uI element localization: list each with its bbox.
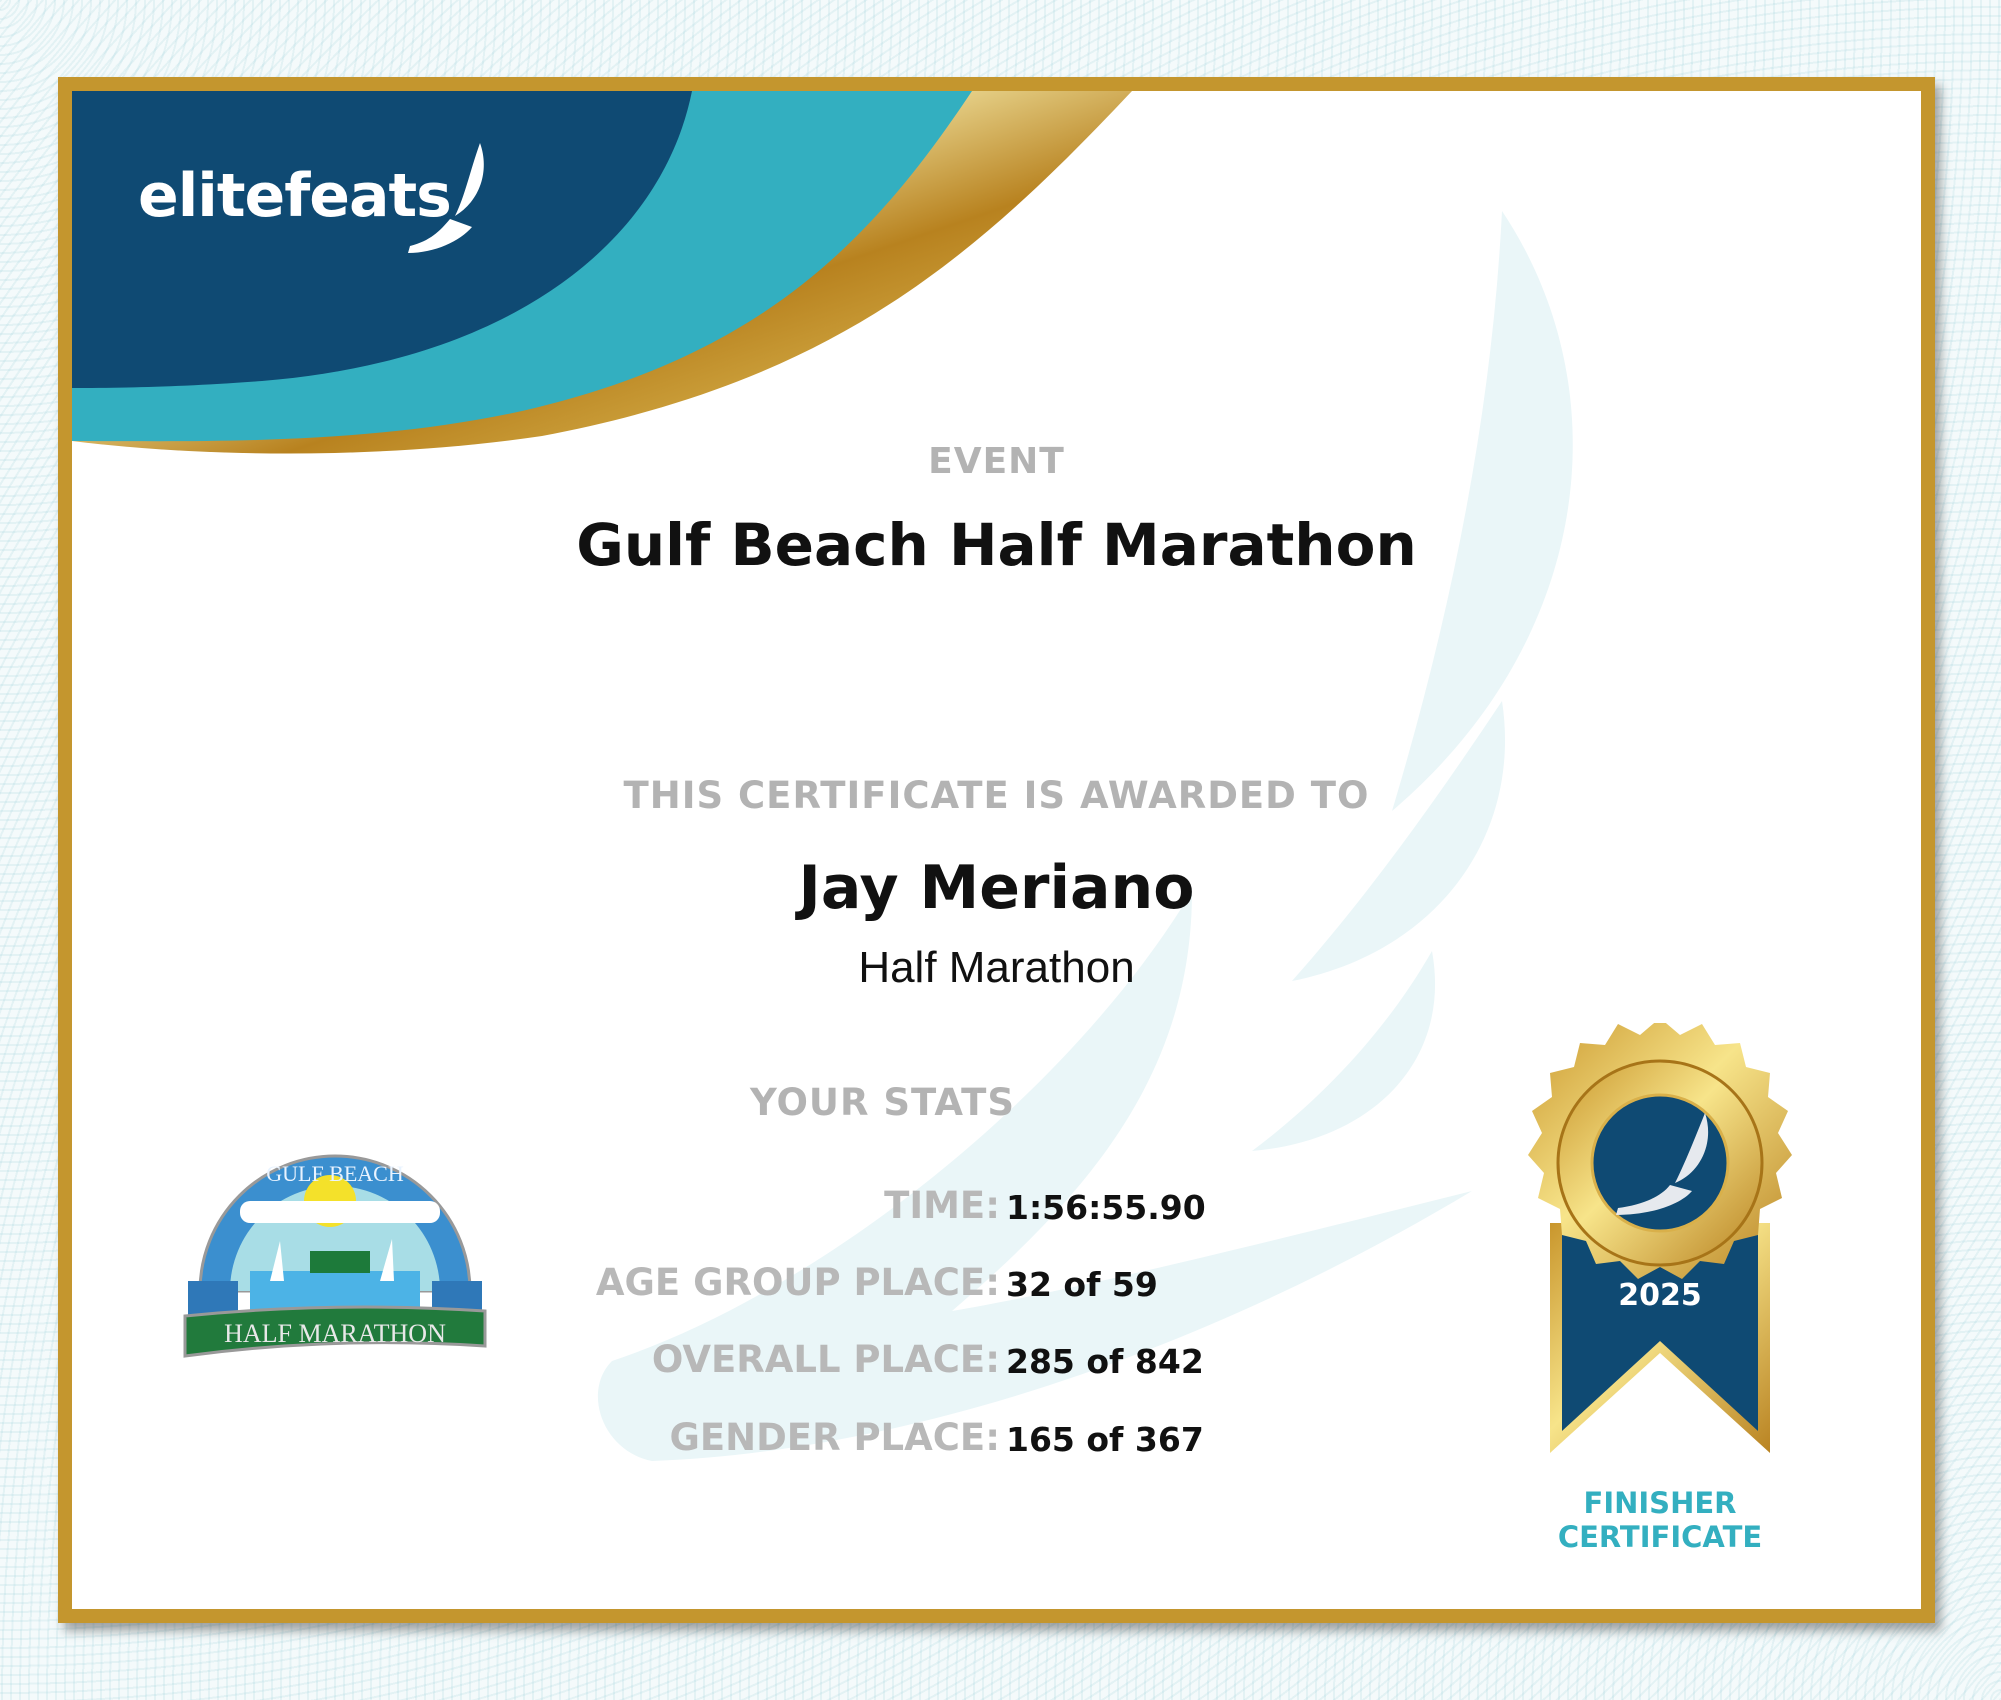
event-name: Gulf Beach Half Marathon — [576, 511, 1417, 579]
winged-foot-watermark — [597, 211, 1573, 1461]
stat-row-age-group: AGE GROUP PLACE: 32 of 59 — [595, 1261, 1158, 1304]
recipient-name: Jay Meriano — [798, 853, 1195, 923]
finisher-caption: FINISHER CERTIFICATE — [1510, 1486, 1810, 1554]
stats-label: YOUR STATS — [750, 1081, 1016, 1124]
finisher-medal: 2025 — [1528, 1023, 1792, 1453]
stat-row-gender: GENDER PLACE: 165 of 367 — [669, 1416, 1204, 1459]
stat-row-time: TIME: 1:56:55.90 — [884, 1184, 1206, 1227]
caption-line-1: FINISHER — [1583, 1486, 1737, 1520]
awarded-to-label: THIS CERTIFICATE IS AWARDED TO — [623, 774, 1370, 817]
header-swoosh — [72, 91, 1132, 454]
division: Half Marathon — [858, 943, 1135, 992]
race-logo: HALF MARATHON GULF BEACH — [183, 1154, 487, 1358]
caption-line-2: CERTIFICATE — [1557, 1520, 1763, 1554]
event-label: EVENT — [928, 441, 1065, 482]
elitefeats-logo: elitefeats — [138, 161, 452, 231]
race-logo-top-text: GULF BEACH — [266, 1161, 404, 1186]
stat-row-overall: OVERALL PLACE: 285 of 842 — [651, 1338, 1204, 1381]
certificate: elitefeats EVENT Gulf Beach Half Maratho… — [58, 77, 1935, 1623]
race-logo-banner-text: HALF MARATHON — [224, 1319, 446, 1348]
medal-year: 2025 — [1618, 1278, 1702, 1313]
winged-foot-icon — [1616, 1113, 1709, 1215]
winged-foot-icon — [408, 143, 484, 253]
